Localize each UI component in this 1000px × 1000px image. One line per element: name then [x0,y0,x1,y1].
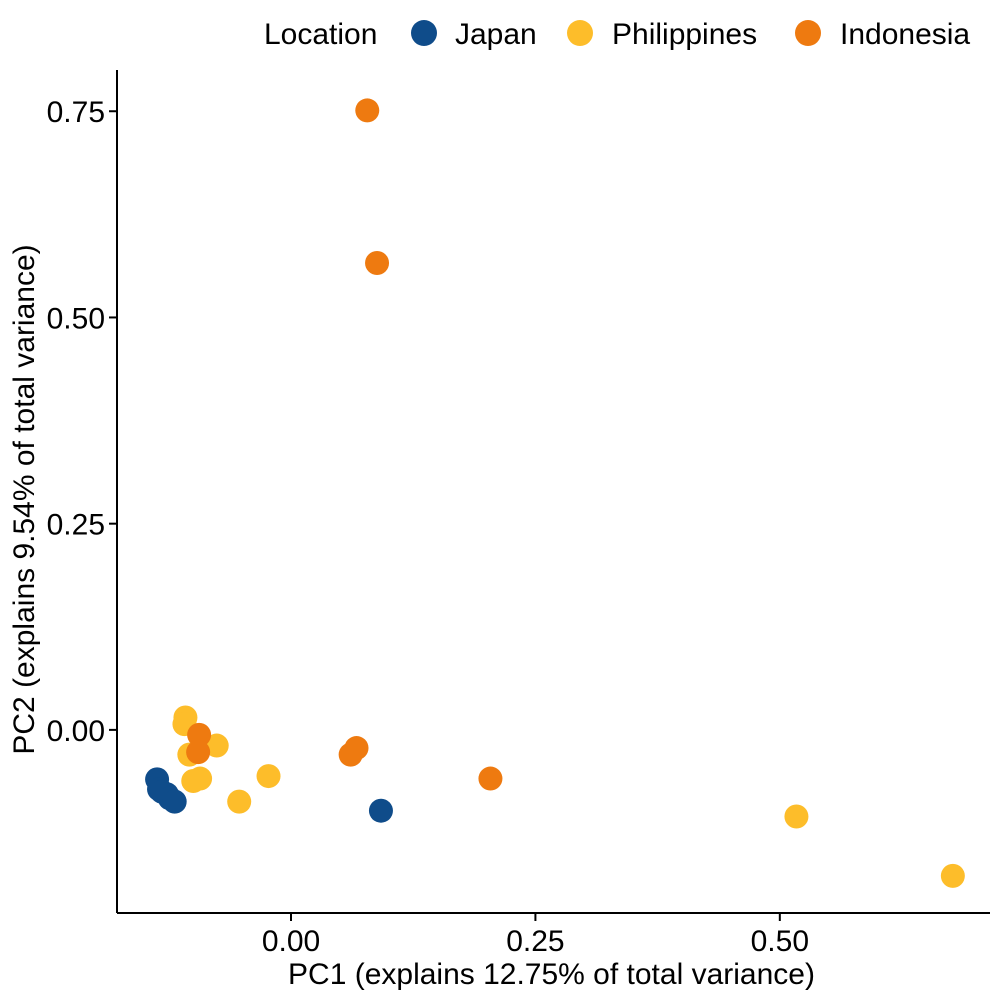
x-tick-label: 0.25 [506,925,564,958]
data-point [162,789,187,814]
data-point [256,764,281,789]
data-point [365,251,390,276]
data-point [338,742,363,767]
legend-title: Location [264,18,377,51]
data-point [204,733,229,758]
data-point [187,722,212,747]
y-tick-label: 0.25 [47,509,105,542]
y-tick-label: 0.00 [47,715,105,748]
legend-label-indonesia: Indonesia [840,18,970,51]
legend: Location Japan Philippines Indonesia [264,18,970,51]
legend-key-japan [411,20,437,46]
data-point [784,804,809,829]
x-axis-ticks: 0.00 0.25 0.50 [262,913,809,958]
legend-key-philippines [567,20,593,46]
y-axis-title: PC2 (explains 9.54% of total variance) [8,244,41,754]
data-point [478,766,503,791]
series-philippines [172,705,965,888]
legend-label-philippines: Philippines [612,18,757,51]
y-tick-label: 0.50 [47,302,105,335]
data-point [227,789,252,814]
legend-label-japan: Japan [455,18,537,51]
data-point [355,98,380,123]
series-japan [145,767,393,823]
y-axis-ticks: 0.00 0.25 0.50 0.75 [47,96,117,748]
data-point [940,863,965,888]
legend-key-indonesia [795,20,821,46]
data-point [181,769,206,794]
data-points [145,98,965,888]
data-point [186,740,211,765]
x-axis-title: PC1 (explains 12.75% of total variance) [288,958,815,991]
x-tick-label: 0.00 [262,925,320,958]
axes: 0.00 0.25 0.50 0.00 0.25 0.50 0.75 [47,70,990,958]
series-indonesia [186,98,503,791]
data-point [368,798,393,823]
y-tick-label: 0.75 [47,96,105,129]
x-tick-label: 0.50 [751,925,809,958]
